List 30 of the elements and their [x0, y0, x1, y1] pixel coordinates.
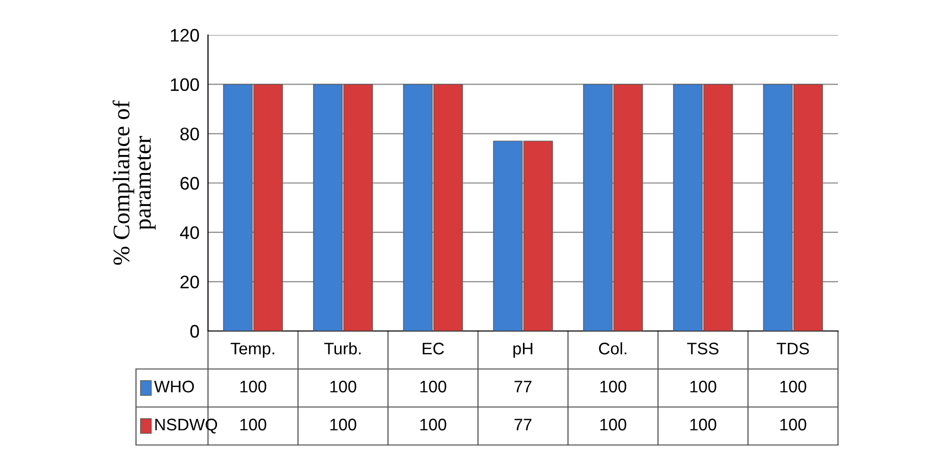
x-tick-label: TSS [687, 342, 718, 354]
y-tick-label: 20 [180, 276, 199, 288]
data-label: 100 [420, 380, 446, 392]
y-tick-label: 0 [190, 324, 199, 338]
data-label: 100 [600, 380, 626, 392]
data-label: 100 [240, 418, 266, 430]
data-label: 77 [514, 380, 532, 392]
y-tick-label: 80 [180, 128, 199, 140]
y-tick-label: 120 [170, 28, 199, 42]
data-label: 100 [690, 418, 716, 430]
x-tick-label: EC [422, 342, 444, 354]
x-tick-label: Turb. [324, 342, 361, 354]
y-tick-label: 100 [170, 78, 199, 92]
data-label: 100 [780, 418, 806, 430]
y-axis-title: % Compliance of parameter [112, 100, 156, 265]
data-label: 100 [240, 380, 266, 392]
data-label: 100 [420, 418, 446, 430]
data-label: 100 [330, 380, 356, 392]
data-label: 100 [330, 418, 356, 430]
x-tick-label: Col. [599, 342, 626, 354]
data-label: 100 [600, 418, 626, 430]
x-tick-label: Temp. [230, 342, 274, 358]
x-tick-label: pH [513, 342, 532, 358]
data-label: 100 [690, 380, 716, 392]
x-tick-label: TDS [776, 342, 809, 354]
y-tick-label: 60 [180, 176, 199, 190]
data-label: 100 [780, 380, 806, 392]
data-label: 77 [514, 418, 532, 430]
y-tick-label: 40 [180, 226, 199, 240]
legend-label: WHO [154, 380, 194, 392]
